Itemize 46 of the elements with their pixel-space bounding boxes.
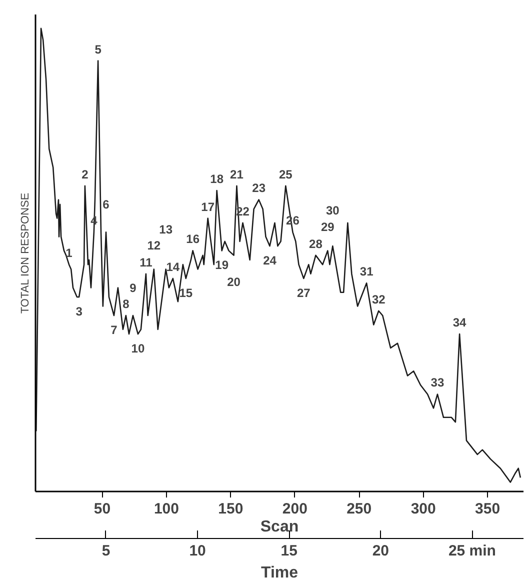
x-axis-title: Scan bbox=[260, 518, 299, 536]
annotation: 32 bbox=[372, 292, 386, 306]
annotation: 11 bbox=[140, 255, 153, 270]
annotation: 3 bbox=[76, 304, 83, 318]
annotation: 28 bbox=[309, 236, 323, 251]
x-tick-label: 100 bbox=[154, 500, 180, 518]
annotation: 10 bbox=[131, 342, 145, 356]
annotation: 12 bbox=[147, 238, 161, 253]
annotation: 6 bbox=[102, 198, 110, 212]
x-tick-label: 350 bbox=[475, 500, 500, 518]
annotation: 19 bbox=[215, 258, 229, 272]
annotation: 25 bbox=[278, 167, 293, 182]
annotation: 15 bbox=[179, 286, 193, 300]
y-axis-title: TOTAL ION RESPONSE bbox=[20, 192, 32, 314]
x-tick-label: 50 bbox=[94, 500, 111, 518]
annotation: 34 bbox=[452, 316, 467, 330]
annotation: 16 bbox=[186, 232, 200, 246]
annotation: 13 bbox=[159, 222, 173, 237]
annotation: 14 bbox=[166, 260, 180, 274]
x-tick-label: 300 bbox=[410, 500, 436, 518]
annotation: 2 bbox=[82, 167, 89, 182]
annotation: 7 bbox=[110, 323, 118, 338]
x2-tick-label: 20 bbox=[372, 542, 390, 560]
annotation: 24 bbox=[263, 254, 277, 268]
x2-axis-title: Time bbox=[260, 564, 298, 582]
x2-tick-label: 10 bbox=[189, 542, 206, 560]
annotation: 18 bbox=[210, 172, 224, 186]
annotation: 23 bbox=[252, 181, 266, 196]
x2-tick-label: 5 bbox=[102, 542, 110, 560]
annotation: 33 bbox=[430, 376, 444, 390]
annotation: 5 bbox=[94, 42, 102, 56]
x-tick-label: 150 bbox=[218, 500, 244, 518]
annotation: 17 bbox=[201, 200, 215, 214]
annotation: 29 bbox=[320, 220, 335, 234]
x2-tick-label: 15 bbox=[280, 542, 298, 560]
x-tick-label: 200 bbox=[282, 500, 308, 518]
x2-tick-label: 25 min bbox=[448, 542, 496, 560]
annotation: 20 bbox=[227, 274, 241, 289]
annotation: 31 bbox=[360, 264, 374, 279]
annotation: 8 bbox=[122, 297, 130, 312]
annotation: 21 bbox=[230, 167, 244, 182]
annotation: 30 bbox=[326, 204, 340, 218]
annotation: 9 bbox=[130, 281, 137, 296]
x-tick-label: 250 bbox=[346, 500, 372, 518]
annotation: 1 bbox=[66, 246, 73, 260]
annotation: 27 bbox=[296, 286, 311, 300]
